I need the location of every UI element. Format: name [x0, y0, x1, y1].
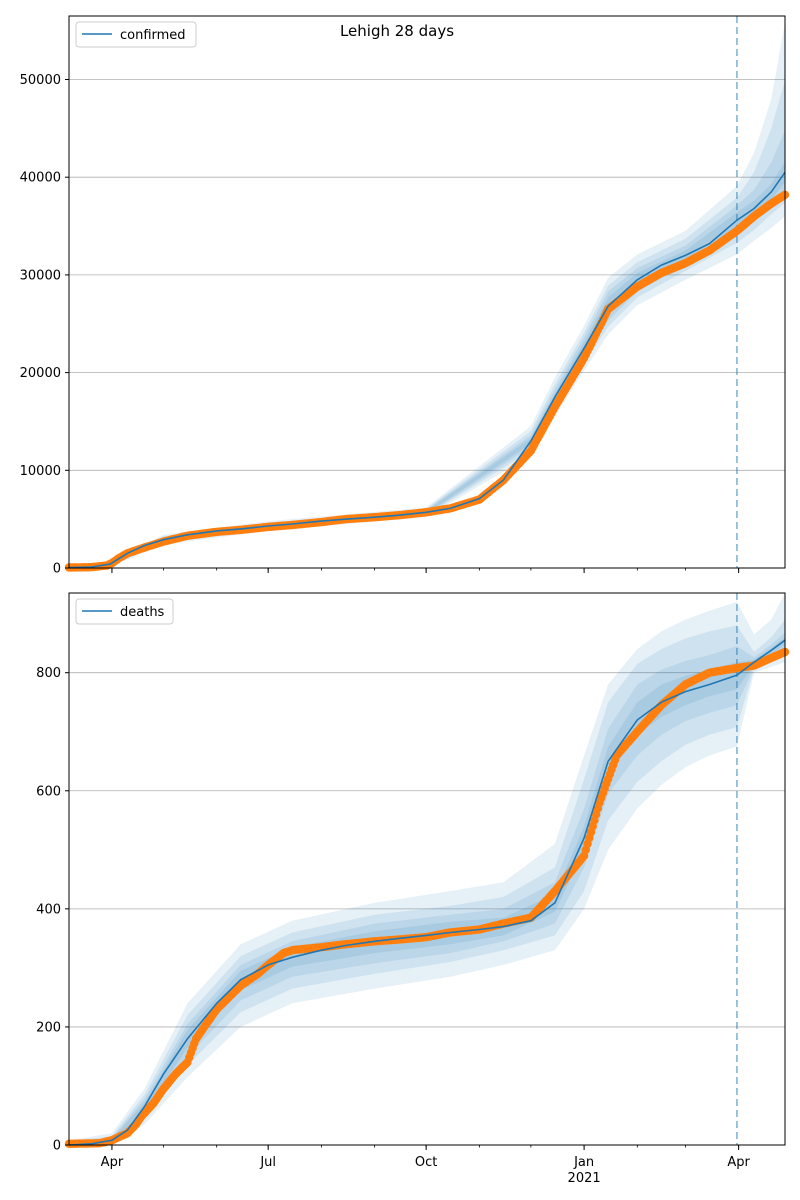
deaths-uncertainty-band-2 — [69, 619, 785, 1145]
deaths-legend-box — [75, 598, 174, 625]
confirmed-x-ticks — [111, 568, 740, 573]
confirmed-y-tick-label: 20000 — [20, 366, 61, 381]
deaths-grid — [69, 672, 785, 1028]
confirmed-y-tick-label: 30000 — [20, 268, 61, 283]
deaths-y-tick-label: 200 — [36, 1020, 61, 1035]
confirmed-axes-frame — [68, 15, 786, 569]
deaths-uncertainty-band-3 — [69, 632, 785, 1145]
figure-title: Lehigh 28 days — [340, 22, 454, 40]
confirmed-bands — [69, 22, 785, 569]
deaths-y-ticks: 0 200 400 600 800 — [36, 666, 69, 1154]
deaths-y-tick-label: 800 — [36, 666, 61, 681]
confirmed-legend: confirmed — [75, 21, 197, 48]
x-tick-label: Oct — [415, 1155, 437, 1170]
deaths-model-line — [68, 639, 786, 1146]
x-tick-label: Apr — [727, 1155, 750, 1170]
deaths-y-tick-label: 600 — [36, 784, 61, 799]
deaths-axes-frame — [68, 592, 786, 1146]
confirmed-y-tick-label: 10000 — [20, 464, 61, 479]
confirmed-legend-box — [75, 21, 197, 48]
confirmed-uncertainty-band-4 — [69, 161, 785, 568]
confirmed-model-line — [68, 171, 786, 569]
deaths-y-tick-label: 400 — [36, 902, 61, 917]
deaths-model-line — [68, 639, 786, 1146]
confirmed-uncertainty-band-2 — [69, 80, 785, 568]
confirmed-y-tick-label: 40000 — [20, 171, 61, 186]
deaths-uncertainty-band-4 — [69, 637, 785, 1145]
deaths-bands — [69, 593, 785, 1145]
confirmed-panel: 0 10000 20000 30000 40000 50000 confirmed — [20, 15, 790, 577]
confirmed-y-ticks: 0 10000 20000 30000 40000 50000 — [20, 73, 69, 577]
confirmed-model-line — [68, 171, 786, 569]
x-tick-year-label: 2021 — [568, 1171, 601, 1186]
x-tick-label: Jul — [259, 1155, 276, 1170]
confirmed-y-tick-label: 50000 — [20, 73, 61, 88]
deaths-y-tick-label: 0 — [53, 1139, 61, 1154]
x-tick-label: Apr — [101, 1155, 124, 1170]
x-tick-label: Jan — [573, 1155, 594, 1170]
deaths-legend: deaths — [75, 598, 174, 625]
confirmed-uncertainty-band-1 — [69, 22, 785, 569]
confirmed-y-tick-label: 0 — [53, 562, 61, 577]
confirmed-legend-label: confirmed — [120, 28, 186, 43]
deaths-legend-label: deaths — [120, 605, 165, 620]
confirmed-grid — [69, 79, 785, 471]
deaths-uncertainty-band-1 — [69, 593, 785, 1145]
confirmed-uncertainty-band-3 — [69, 130, 785, 568]
